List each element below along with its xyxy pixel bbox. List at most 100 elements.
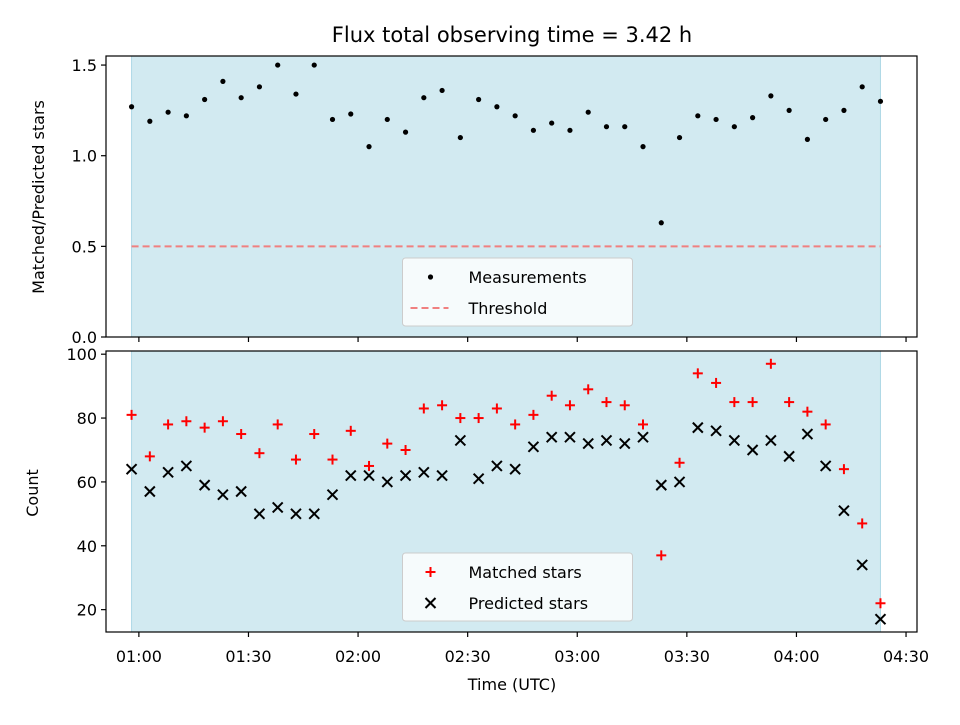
matched-star-point bbox=[583, 384, 594, 395]
chart-title: Flux total observing time = 3.42 h bbox=[332, 23, 692, 47]
measurement-point bbox=[549, 120, 555, 126]
measurement-point bbox=[713, 116, 719, 123]
measurement-point bbox=[384, 116, 390, 123]
measurement-point bbox=[348, 111, 354, 117]
measurement-point bbox=[695, 113, 701, 119]
matched-star-point bbox=[254, 448, 265, 459]
predicted-star-point bbox=[765, 434, 777, 447]
legend-label: Threshold bbox=[468, 299, 548, 318]
y-tick-label: 0.0 bbox=[72, 328, 97, 347]
x-tick-label: 01:00 bbox=[116, 647, 162, 666]
predicted-star-point bbox=[436, 469, 448, 482]
predicted-star-point bbox=[600, 434, 613, 447]
top-panel: 0.0 0.5 1.0 1.5 Measurements Threshold bbox=[72, 55, 918, 347]
predicted-star-point bbox=[454, 434, 467, 447]
measurement-point bbox=[512, 113, 518, 119]
measurement-point bbox=[275, 62, 281, 68]
matched-star-point bbox=[400, 444, 411, 455]
measurement-point bbox=[676, 134, 683, 141]
matched-star-point bbox=[619, 400, 630, 411]
legend-label: Matched stars bbox=[469, 563, 582, 582]
measurement-point bbox=[804, 136, 811, 142]
matched-star-point bbox=[272, 419, 283, 430]
matched-star-point bbox=[382, 438, 393, 449]
y-tick-label: 20 bbox=[77, 601, 97, 620]
predicted-star-point bbox=[162, 466, 174, 479]
predicted-star-point bbox=[874, 613, 887, 625]
x-axis-label: Time (UTC) bbox=[467, 675, 556, 694]
matched-star-point bbox=[838, 464, 849, 475]
matched-star-point bbox=[765, 358, 776, 369]
predicted-star-point bbox=[582, 437, 594, 450]
measurement-point bbox=[238, 95, 244, 101]
legend-marker-measurements bbox=[427, 274, 434, 280]
predicted-star-point bbox=[363, 469, 375, 482]
x-tick-label: 04:30 bbox=[883, 647, 929, 666]
predicted-star-point bbox=[198, 479, 211, 491]
matched-star-point bbox=[747, 397, 758, 408]
measurement-point bbox=[457, 134, 463, 141]
predicted-star-point bbox=[381, 476, 393, 488]
matched-star-point bbox=[857, 518, 868, 529]
measurement-point bbox=[329, 116, 336, 123]
measurement-point bbox=[202, 96, 208, 103]
matched-star-point bbox=[327, 454, 338, 465]
matched-star-point bbox=[144, 451, 155, 462]
predicted-star-point bbox=[125, 463, 138, 475]
matched-star-point bbox=[455, 413, 466, 424]
predicted-star-point bbox=[180, 460, 193, 472]
measurement-point bbox=[256, 84, 263, 90]
matched-star-point bbox=[510, 419, 521, 430]
matched-star-point bbox=[126, 409, 137, 420]
matched-star-point bbox=[711, 377, 722, 388]
bottom-y-axis-label: Count bbox=[23, 469, 42, 517]
measurement-point bbox=[877, 98, 884, 104]
predicted-star-point bbox=[801, 428, 814, 440]
legend-box bbox=[402, 257, 633, 327]
measurement-point bbox=[402, 129, 409, 135]
matched-star-point bbox=[729, 397, 740, 408]
matched-star-point bbox=[199, 422, 210, 433]
predicted-star-point bbox=[235, 485, 247, 498]
matched-star-point bbox=[802, 406, 813, 417]
predicted-star-point bbox=[838, 504, 850, 517]
predicted-star-point bbox=[491, 460, 503, 472]
x-tick-label: 02:00 bbox=[335, 647, 381, 666]
predicted-star-point bbox=[509, 463, 521, 475]
y-tick-label: 1.0 bbox=[72, 147, 97, 166]
legend-marker-matched bbox=[425, 567, 436, 577]
measurement-point bbox=[859, 84, 865, 90]
matched-star-point bbox=[546, 390, 557, 401]
measurement-point bbox=[823, 116, 829, 123]
predicted-star-point bbox=[655, 479, 667, 491]
measurement-point bbox=[731, 124, 737, 130]
axes-frame-1 bbox=[105, 350, 918, 633]
predicted-star-point bbox=[856, 559, 868, 571]
predicted-star-point bbox=[399, 469, 412, 482]
measurement-point bbox=[640, 144, 646, 150]
predicted-star-point bbox=[673, 476, 686, 488]
legend-label: Measurements bbox=[469, 268, 587, 287]
measurement-point bbox=[421, 95, 427, 101]
predicted-star-point bbox=[144, 485, 156, 498]
matched-star-point bbox=[236, 429, 247, 440]
matched-star-point bbox=[181, 416, 192, 427]
matched-star-point bbox=[784, 397, 795, 408]
measurement-point bbox=[786, 107, 792, 113]
matched-star-point bbox=[290, 454, 301, 465]
measurement-point bbox=[311, 62, 317, 68]
predicted-star-point bbox=[527, 441, 540, 453]
matched-star-point bbox=[217, 416, 228, 427]
x-tick-label: 01:30 bbox=[225, 647, 271, 666]
matched-star-point bbox=[364, 460, 375, 471]
measurement-point bbox=[366, 144, 372, 150]
matched-star-point bbox=[601, 397, 612, 408]
measurement-point bbox=[165, 109, 171, 115]
matched-star-point bbox=[674, 457, 685, 468]
predicted-star-point bbox=[472, 473, 485, 485]
measurement-point bbox=[567, 127, 573, 133]
matched-star-point bbox=[491, 403, 502, 414]
measurement-point bbox=[603, 124, 610, 130]
predicted-star-point bbox=[746, 444, 759, 456]
measurement-point bbox=[530, 127, 537, 133]
